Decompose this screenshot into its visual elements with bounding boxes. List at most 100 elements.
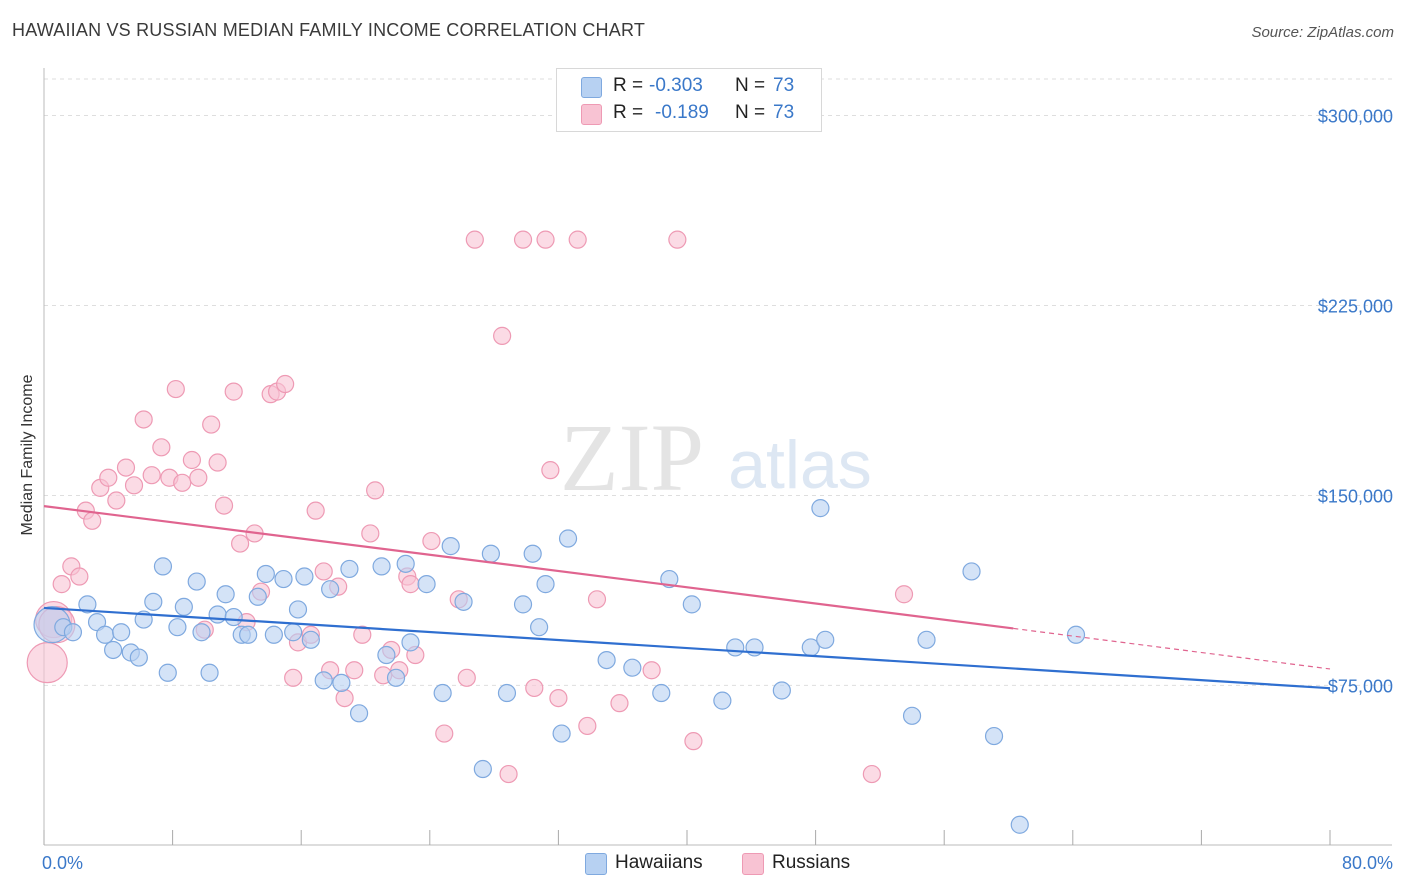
hawaiian-point	[917, 630, 936, 649]
watermark-zip: ZIP	[560, 404, 704, 511]
hawaiian-point	[112, 623, 131, 642]
hawaiian-point	[523, 544, 542, 563]
hawaiian-point	[377, 645, 396, 665]
n-value-hawaiians: 73	[773, 75, 795, 96]
axes	[43, 68, 1392, 846]
hawaiian-point	[902, 706, 922, 725]
trend-lines	[43, 505, 1331, 690]
hawaiian-point	[187, 572, 206, 591]
hawaiian-point	[682, 595, 701, 614]
russian-point	[525, 678, 544, 698]
hawaiian-point	[726, 638, 745, 657]
russian-point	[124, 476, 144, 495]
hawaiian-point	[454, 592, 473, 611]
russian-point	[83, 511, 102, 530]
hawaiian-point	[284, 623, 303, 642]
hawaiian-point	[168, 618, 187, 637]
russian-point	[231, 534, 250, 553]
hawaiian-point	[536, 575, 555, 594]
russian-point	[276, 374, 295, 394]
russian-point	[52, 575, 71, 594]
hawaiian-point	[200, 663, 219, 682]
hawaiian-point	[216, 585, 235, 604]
russian-point	[361, 524, 380, 543]
n-label: N =	[735, 75, 766, 96]
hawaiian-point	[660, 569, 679, 589]
correlation-stats-box: R = -0.303 N = 73 R = -0.189 N = 73	[556, 68, 822, 132]
y-tick-label: $150,000	[1318, 486, 1393, 506]
chart-title: HAWAIIAN VS RUSSIAN MEDIAN FAMILY INCOME…	[12, 20, 646, 40]
hawaiian-point	[78, 595, 97, 614]
russian-point	[401, 575, 420, 594]
hawaiian-point	[441, 537, 460, 556]
russian-point	[536, 230, 555, 249]
russian-point	[568, 230, 587, 249]
hawaiian-point	[288, 600, 308, 619]
r-value-hawaiians: -0.303	[649, 75, 703, 96]
russian-point	[578, 716, 597, 736]
russian-point	[202, 415, 221, 434]
russian-point	[70, 567, 89, 586]
russian-point	[587, 590, 607, 609]
legend-label-russians: Russians	[772, 852, 851, 873]
hawaiian-point	[192, 623, 211, 642]
hawaiian-point	[274, 569, 293, 589]
hawaiian-point	[401, 633, 420, 652]
russian-point	[642, 661, 661, 680]
hawaiian-point	[153, 557, 173, 576]
trend-line-hawaiians	[43, 606, 1331, 690]
hawaiian-point	[1066, 625, 1086, 644]
trend-line-russians	[43, 505, 1014, 630]
russian-point	[493, 326, 512, 345]
russian-point	[465, 230, 484, 249]
hawaiian-point	[340, 559, 359, 579]
russian-point	[142, 466, 161, 485]
hawaiian-point	[652, 683, 671, 703]
hawaiian-point	[264, 625, 283, 644]
hawaiian-point	[623, 658, 642, 677]
x-tick-label: 80.0%	[1342, 853, 1393, 873]
hawaiians-legend-swatch	[585, 853, 607, 875]
russian-point	[610, 694, 629, 713]
russian-point	[422, 531, 441, 551]
hawaiian-point	[224, 607, 243, 627]
russian-point	[353, 625, 372, 644]
hawaiian-point	[372, 557, 391, 576]
russian-point	[189, 468, 208, 487]
russian-point	[284, 668, 303, 687]
tick-labels: $75,000 $150,000 $225,000 $300,000 0.0% 80.0%	[42, 107, 1393, 873]
russians-points	[26, 230, 914, 784]
watermark: ZIP atlas	[560, 404, 872, 511]
hawaiian-point	[597, 650, 616, 670]
hawaiian-point	[772, 681, 791, 700]
hawaiian-point	[713, 691, 732, 710]
hawaiian-point	[962, 562, 981, 581]
russian-point	[134, 410, 153, 429]
hawaiians-points	[33, 499, 1086, 834]
russian-point	[107, 491, 126, 510]
hawaiian-point	[481, 544, 500, 563]
n-value-russians: 73	[773, 102, 795, 123]
russian-point	[335, 688, 354, 708]
russian-point	[214, 496, 234, 515]
russian-point	[499, 764, 518, 784]
hawaiian-point	[513, 595, 533, 614]
russian-point	[182, 450, 201, 470]
hawaiian-point	[104, 640, 123, 660]
russian-point	[549, 688, 568, 708]
hawaiian-point	[248, 587, 267, 606]
hawaiian-point	[295, 567, 314, 586]
hawaiian-point	[332, 673, 351, 692]
russian-point	[513, 230, 533, 249]
hawaiian-point	[239, 625, 258, 644]
hawaiian-point	[558, 529, 578, 548]
russian-point	[366, 481, 385, 500]
hawaiian-point	[473, 759, 492, 779]
russian-point	[457, 668, 476, 687]
russian-point	[894, 585, 914, 604]
russian-point	[224, 382, 243, 401]
r-label: R =	[613, 102, 644, 123]
russian-point	[166, 379, 185, 399]
hawaiian-point	[301, 630, 320, 649]
russian-point	[435, 724, 454, 743]
